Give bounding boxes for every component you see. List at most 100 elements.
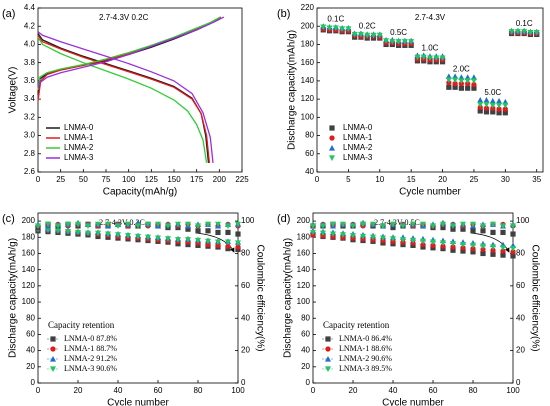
y-tick-label: 120 [297, 281, 311, 290]
annotation: 2.7-4.3V 0.2C [99, 13, 149, 22]
y-tick-label: 60 [301, 330, 310, 339]
panel-label: (d) [277, 213, 290, 225]
marker [195, 237, 201, 244]
marker [440, 221, 446, 228]
marker [514, 29, 521, 35]
x-tick-label: 60 [429, 386, 438, 395]
y-tick-label: 140 [301, 76, 315, 85]
marker [496, 110, 502, 116]
y-tick-label: 3.8 [24, 58, 36, 67]
y-tick-label: 160 [22, 249, 36, 258]
x-tick-label: 25 [56, 175, 65, 184]
y-tick-label: 2.8 [24, 149, 36, 158]
marker [345, 26, 352, 32]
y-tick-label: 200 [22, 216, 36, 225]
x-tick-label: 0 [315, 175, 320, 184]
panel-label: (c) [2, 213, 15, 225]
marker [215, 239, 221, 246]
y-tick-label: 160 [297, 249, 311, 258]
marker [430, 239, 436, 246]
y2-tick-label: 100 [516, 216, 530, 225]
marker [400, 223, 406, 229]
y-tick-label: 120 [22, 281, 36, 290]
marker [390, 224, 396, 231]
marker [75, 229, 81, 236]
x-tick-label: 175 [190, 175, 204, 184]
y-tick-label: 180 [301, 40, 315, 49]
marker [235, 221, 241, 228]
marker [400, 237, 406, 243]
legend-label: LNMA-1 [343, 133, 373, 142]
marker [225, 223, 231, 229]
legend-label: LNMA-0 [64, 123, 94, 132]
marker [125, 233, 131, 239]
marker [458, 85, 464, 91]
marker [510, 249, 516, 255]
y-tick-label: 80 [301, 313, 310, 322]
marker [235, 244, 241, 250]
marker [500, 252, 506, 258]
x-tick-label: 20 [349, 386, 358, 395]
marker [502, 102, 509, 109]
y-tick-label: 0 [306, 378, 311, 387]
marker [420, 238, 426, 245]
x-tick-label: 75 [102, 175, 111, 184]
x-tick-label: 0 [36, 386, 41, 395]
marker [533, 30, 540, 36]
marker [310, 223, 316, 229]
marker [185, 221, 191, 228]
annotation: 2.7-4.3V 0.5C [374, 218, 420, 227]
marker [439, 55, 446, 62]
marker [195, 228, 201, 234]
marker [500, 223, 506, 229]
marker [329, 135, 335, 141]
x-tick-label: 40 [114, 386, 123, 395]
y2-tick-label: 40 [516, 313, 525, 322]
rate-label: 0.1C [516, 19, 533, 28]
marker [145, 234, 151, 241]
marker [410, 237, 416, 244]
marker [351, 31, 358, 38]
marker [325, 366, 331, 372]
marker [165, 223, 171, 229]
marker [195, 223, 201, 229]
legend-label: LNMA-3 [64, 153, 94, 162]
y-tick-label: 3.4 [24, 94, 36, 103]
y2-tick-label: 40 [241, 313, 250, 322]
y-tick-label: 40 [305, 167, 314, 176]
marker [185, 237, 191, 243]
annotation: 2.7-4.3V 0.2C [99, 218, 145, 227]
legend-label: LNMA-1 [64, 133, 94, 142]
marker [460, 241, 466, 248]
marker [483, 101, 490, 108]
marker [360, 233, 366, 240]
y2-tick-label: 0 [516, 378, 521, 387]
marker [450, 223, 456, 229]
rate-label: 0.2C [359, 22, 376, 31]
marker [480, 246, 486, 253]
y-axis-label: Voltage(V) [8, 67, 19, 114]
x-tick-label: 20 [438, 175, 447, 184]
marker [452, 81, 458, 87]
marker [45, 227, 51, 233]
x-tick-label: 125 [145, 175, 159, 184]
marker [470, 249, 476, 255]
y-tick-label: 4.0 [24, 40, 36, 49]
y-tick-label: 3.6 [24, 76, 36, 85]
marker [364, 32, 371, 39]
marker [235, 240, 241, 246]
marker [205, 221, 211, 228]
marker [465, 85, 471, 91]
marker [350, 223, 356, 229]
y-tick-label: 200 [297, 216, 311, 225]
marker [329, 155, 335, 161]
marker [480, 228, 486, 234]
curve [37, 16, 225, 163]
marker [502, 110, 508, 116]
y-tick-label: 2.6 [24, 167, 36, 176]
marker [357, 31, 364, 38]
y-tick-label: 200 [301, 21, 315, 30]
marker [450, 247, 456, 253]
marker [380, 223, 386, 229]
